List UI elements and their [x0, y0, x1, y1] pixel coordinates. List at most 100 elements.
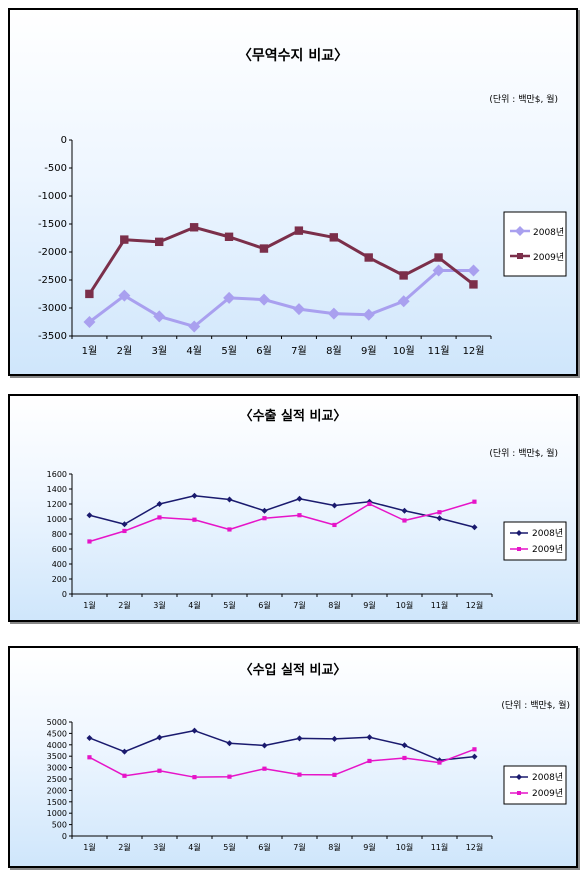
y-tick-label: 0 — [62, 590, 67, 599]
data-point-2008 — [226, 496, 233, 503]
y-tick-label: 0 — [61, 135, 67, 146]
import-chart: 〈수입 실적 비교〉 (단위 : 백만$, 월) 0 500 1000 1500 200… — [47, 662, 570, 852]
chart-title: 〈무역수지 비교〉 — [238, 47, 348, 64]
data-point-2008 — [296, 735, 303, 742]
data-point-2009 — [469, 280, 478, 289]
data-point-2008 — [121, 521, 128, 528]
x-tick-label: 4월 — [188, 842, 200, 852]
legend: 2008년 2009년 — [503, 521, 567, 561]
data-point-2009 — [332, 522, 337, 528]
data-point-2008 — [118, 289, 131, 302]
y-tick-label: 2000 — [47, 786, 67, 795]
legend: 2008년 2009년 — [503, 211, 567, 277]
x-tick-label: 1월 — [83, 600, 95, 610]
data-point-2008 — [362, 308, 375, 321]
x-tick-label: 5월 — [223, 842, 235, 852]
data-point-2008 — [86, 734, 93, 741]
data-point-2009 — [155, 237, 164, 247]
x-tick-label: 12월 — [466, 842, 484, 852]
x-tick-label: 2월 — [118, 842, 130, 852]
data-point-2009 — [437, 760, 442, 765]
legend-label-2008: 2008년 — [533, 227, 564, 238]
x-tick-label: 11월 — [431, 842, 449, 852]
data-point-2009 — [224, 232, 234, 241]
legend-label-2008: 2008년 — [532, 528, 563, 539]
data-point-2009 — [297, 513, 302, 518]
data-point-2008 — [261, 507, 268, 514]
x-tick-label: 10월 — [396, 842, 414, 852]
data-point-2008 — [327, 307, 340, 320]
y-tick-label: 5000 — [47, 718, 67, 727]
data-point-2009 — [259, 244, 269, 253]
data-point-2008 — [331, 502, 338, 509]
x-tick-label: 12월 — [463, 345, 485, 357]
x-tick-label: 4월 — [186, 345, 202, 357]
export-panel: 〈수출 실적 비교〉 (단위 : 백만$, 월) 0 200 400 600 800 10… — [8, 394, 578, 622]
data-point-2009 — [367, 758, 372, 764]
data-point-2009 — [402, 518, 407, 523]
legend-label-2008: 2008년 — [532, 772, 563, 783]
legend-marker-2008 — [516, 530, 522, 536]
data-point-2008 — [188, 320, 201, 333]
data-point-2009 — [364, 253, 373, 262]
data-point-2008 — [331, 735, 338, 742]
y-tick-label: -3500 — [38, 331, 67, 342]
data-point-2008 — [432, 264, 445, 277]
trade-balance-chart: 〈무역수지 비교〉 (단위 : 백만$, 월) 0 -500 -1000 -1500 -… — [38, 47, 567, 357]
y-tick-label: 1600 — [47, 470, 67, 479]
legend-marker-2008 — [515, 226, 525, 236]
x-tick-label: 3월 — [152, 345, 168, 357]
legend-label-2009: 2009년 — [532, 788, 563, 799]
data-point-2008 — [223, 291, 236, 304]
data-point-2009 — [85, 289, 94, 299]
plot-area: 0 -500 -1000 -1500 -2000 -2500 -3000 -3500 1월 2월 3… — [38, 135, 492, 357]
plot-area: 0 500 1000 1500 2000 2500 3000 3500 4000 4500 5000… — [47, 718, 493, 852]
x-tick-label: 3월 — [153, 600, 165, 610]
data-point-2008 — [226, 740, 233, 747]
data-point-2008 — [366, 734, 373, 741]
data-point-2008 — [258, 293, 271, 306]
data-point-2009 — [157, 515, 162, 520]
y-tick-label: 800 — [52, 530, 67, 539]
x-tick-label: 11월 — [431, 600, 449, 610]
data-point-2008 — [191, 727, 198, 734]
data-point-2008 — [397, 295, 410, 308]
legend-marker-2009 — [517, 253, 523, 259]
x-tick-label: 4월 — [188, 600, 200, 610]
x-tick-label: 2월 — [118, 600, 130, 610]
export-chart: 〈수출 실적 비교〉 (단위 : 백만$, 월) 0 200 400 600 800 10… — [47, 408, 567, 610]
y-tick-label: -3000 — [38, 303, 67, 314]
data-point-2008 — [153, 310, 166, 323]
data-point-2009 — [294, 226, 304, 235]
x-tick-label: 3월 — [153, 842, 165, 852]
import-panel: 〈수입 실적 비교〉 (단위 : 백만$, 월) 0 500 1000 1500 200… — [8, 646, 578, 868]
data-point-2009 — [434, 253, 443, 262]
series-line-2008 — [89, 729, 475, 762]
data-point-2009 — [262, 766, 267, 771]
data-point-2009 — [122, 773, 127, 778]
data-point-2009 — [472, 499, 477, 504]
data-point-2009 — [192, 517, 197, 522]
x-tick-label: 7월 — [291, 345, 307, 357]
data-point-2009 — [227, 774, 232, 779]
x-tick-label: 10월 — [396, 600, 414, 610]
x-tick-label: 5월 — [223, 600, 235, 610]
data-point-2008 — [436, 515, 443, 522]
y-tick-label: 1400 — [47, 485, 67, 494]
data-point-2008 — [296, 495, 303, 502]
data-point-2009 — [367, 501, 372, 507]
y-tick-label: -1000 — [38, 191, 67, 202]
y-tick-label: -500 — [44, 163, 67, 174]
x-tick-label: 8월 — [326, 345, 342, 357]
data-point-2009 — [189, 223, 199, 232]
series-line-2008 — [89, 495, 475, 528]
y-tick-label: 500 — [52, 821, 67, 830]
x-tick-label: 8월 — [328, 842, 340, 852]
data-point-2008 — [191, 492, 198, 499]
data-point-2009 — [157, 768, 162, 773]
data-point-2008 — [471, 753, 478, 760]
data-point-2009 — [297, 772, 302, 777]
x-tick-label: 9월 — [363, 842, 375, 852]
y-tick-label: 1000 — [47, 809, 67, 818]
data-point-2008 — [401, 507, 408, 514]
